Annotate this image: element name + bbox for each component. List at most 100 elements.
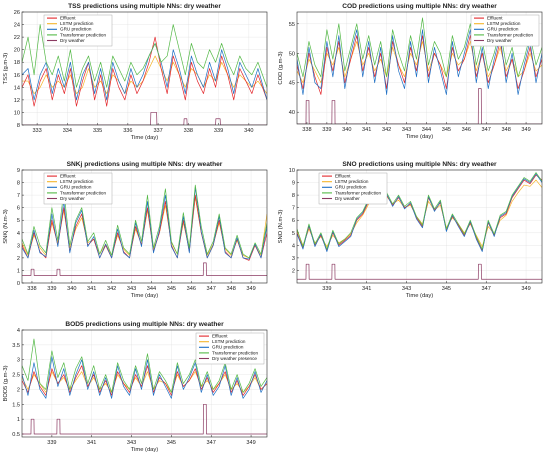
x-tick-label: 345 (442, 127, 451, 133)
x-tick-label: 346 (187, 286, 196, 292)
x-tick-label: 339 (47, 440, 56, 446)
legend-entry: Dry weather (335, 196, 360, 201)
x-tick-label: 340 (67, 286, 76, 292)
y-tick-label: 14 (14, 85, 20, 91)
y-tick-label: 2 (292, 268, 295, 274)
series-line-gru-prediction (22, 356, 267, 399)
legend-entry: GRU prediction (60, 185, 92, 190)
y-tick-label: 55 (289, 22, 295, 28)
y-tick-label: 26 (14, 10, 20, 16)
y-tick-label: 4 (17, 231, 20, 237)
chart-title: SNO predictions using multiple NNs: dry … (342, 161, 497, 168)
x-tick-label: 338 (184, 128, 193, 134)
y-tick-label: 24 (14, 23, 20, 29)
legend-entry: Effluent (487, 16, 503, 21)
y-tick-label: 1.5 (12, 402, 20, 408)
legend-entry: Dry weather (60, 196, 85, 201)
x-tick-label: 349 (521, 127, 530, 133)
y-tick-label: 40 (289, 110, 295, 116)
legend-entry: Transformer prediction (335, 190, 381, 195)
y-tick-label: 5 (17, 218, 20, 224)
series-line-dry-weather (22, 262, 267, 276)
y-tick-label: 9 (17, 168, 20, 174)
legend-entry: GRU prediction (335, 185, 367, 190)
chart-title: BOD5 predictions using multiple NNs: dry… (65, 321, 224, 328)
y-tick-label: 2.5 (12, 373, 20, 379)
x-tick-label: 348 (501, 127, 510, 133)
plot-frame (296, 169, 543, 284)
y-tick-label: 20 (14, 48, 20, 54)
x-tick-label: 345 (167, 440, 176, 446)
y-tick-label: 3 (292, 256, 295, 262)
y-tick-label: 3 (17, 243, 20, 249)
legend-entry: Transformer prediction (212, 350, 258, 355)
y-axis-label: SNO (N.m-3) (278, 210, 284, 244)
x-tick-label: 334 (63, 128, 72, 134)
x-tick-label: 341 (362, 127, 371, 133)
series-group (297, 172, 542, 280)
y-tick-label: 1 (17, 417, 20, 423)
x-tick-label: 339 (322, 127, 331, 133)
x-tick-label: 339 (214, 128, 223, 134)
x-tick-label: 349 (246, 286, 255, 292)
legend-entry: Dry weather presence (212, 356, 257, 361)
chart-panel-2: SNKj predictions using multiple NNs: dry… (3, 161, 268, 299)
chart-panel-1: COD predictions using multiple NNs: dry … (278, 3, 543, 140)
x-axis-label: Time (day) (131, 135, 159, 141)
y-tick-label: 50 (289, 51, 295, 57)
legend-entry: Dry weather (487, 38, 512, 43)
x-tick-label: 344 (422, 127, 431, 133)
x-tick-label: 349 (246, 440, 255, 446)
y-tick-label: 4 (17, 328, 20, 334)
y-axis-label: TSS (g.m-3) (3, 53, 9, 85)
x-tick-label: 343 (402, 286, 411, 292)
x-axis-label: Time (day) (131, 293, 159, 299)
y-tick-label: 7 (292, 206, 295, 212)
y-axis-label: COD (g.m-3) (278, 51, 284, 84)
legend-entry: GRU prediction (487, 27, 519, 32)
series-line-transformer-prediction (297, 172, 542, 250)
legend-entry: LSTM prediction (60, 21, 94, 26)
chart-title: TSS predictions using multiple NNs: dry … (68, 3, 221, 10)
legend-entry: Dry weather (60, 38, 85, 43)
x-tick-label: 338 (27, 286, 36, 292)
x-tick-label: 343 (127, 286, 136, 292)
legend-entry: LSTM prediction (335, 179, 369, 184)
x-tick-label: 336 (123, 128, 132, 134)
x-tick-label: 341 (362, 286, 371, 292)
legend-entry: GRU prediction (212, 345, 244, 350)
y-tick-label: 18 (14, 60, 20, 66)
y-tick-label: 7 (17, 193, 20, 199)
x-tick-label: 335 (93, 128, 102, 134)
x-tick-label: 333 (32, 128, 41, 134)
legend-entry: GRU prediction (60, 27, 92, 32)
series-line-gru-prediction (22, 187, 267, 260)
legend-entry: Effluent (212, 334, 228, 339)
x-tick-label: 337 (153, 128, 162, 134)
series-line-dry-weather (297, 88, 542, 124)
x-tick-label: 347 (207, 286, 216, 292)
legend-entry: Transformer prediction (60, 190, 106, 195)
y-tick-label: 3 (17, 358, 20, 364)
y-tick-label: 8 (17, 181, 20, 187)
plot-frame (21, 11, 268, 126)
y-tick-label: 16 (14, 73, 20, 79)
x-tick-label: 343 (127, 440, 136, 446)
x-tick-label: 344 (147, 286, 156, 292)
chart-title: COD predictions using multiple NNs: dry … (342, 3, 497, 10)
chart-panel-4: BOD5 predictions using multiple NNs: dry… (3, 321, 268, 453)
y-tick-label: 4 (292, 243, 295, 249)
series-line-dry-weather (22, 112, 267, 125)
x-tick-label: 338 (302, 127, 311, 133)
x-tick-label: 341 (87, 286, 96, 292)
x-tick-label: 340 (244, 128, 253, 134)
x-tick-label: 342 (382, 127, 391, 133)
x-tick-label: 347 (482, 127, 491, 133)
series-line-dry-weather (297, 263, 542, 280)
x-tick-label: 341 (87, 440, 96, 446)
x-tick-label: 339 (47, 286, 56, 292)
series-line-transformer-prediction (22, 24, 267, 88)
x-tick-label: 348 (226, 286, 235, 292)
